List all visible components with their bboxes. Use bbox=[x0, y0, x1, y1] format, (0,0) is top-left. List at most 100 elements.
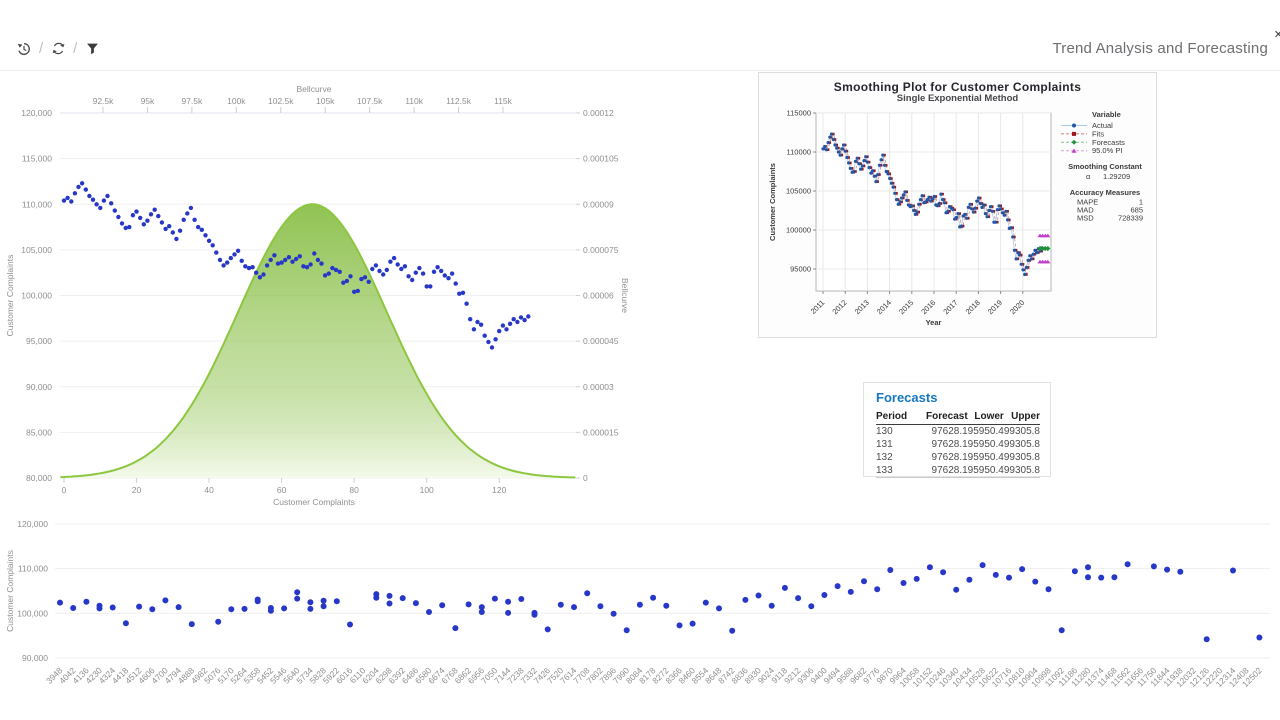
svg-text:95,000: 95,000 bbox=[26, 336, 52, 346]
bottom-scatter-chart[interactable]: 120,000 110,000 100,000 90,000 Customer Comp… bbox=[0, 505, 1280, 720]
svg-text:2017: 2017 bbox=[941, 298, 959, 316]
bottom-axes: 120,000 110,000 100,000 90,000 Customer Comp… bbox=[5, 519, 1264, 689]
smoothing-gridlines bbox=[813, 112, 1051, 294]
bottom-gridlines bbox=[55, 523, 1270, 659]
svg-text:100k: 100k bbox=[227, 96, 246, 106]
bottom-scatter-points[interactable] bbox=[57, 561, 1263, 643]
forecasts-cell: 95950.4 bbox=[967, 426, 1004, 437]
svg-text:728339: 728339 bbox=[1118, 214, 1143, 223]
svg-text:0.000075: 0.000075 bbox=[583, 245, 619, 255]
forecasts-title: Forecasts bbox=[876, 390, 938, 405]
svg-text:Bellcurve: Bellcurve bbox=[297, 84, 332, 94]
forecasts-cell: 99305.8 bbox=[1003, 439, 1040, 450]
svg-text:20: 20 bbox=[132, 485, 142, 495]
svg-text:40: 40 bbox=[204, 485, 214, 495]
svg-text:110,000: 110,000 bbox=[22, 199, 52, 209]
svg-text:2015: 2015 bbox=[897, 298, 915, 316]
svg-text:0.000015: 0.000015 bbox=[583, 427, 619, 437]
forecasts-cell: 99305.8 bbox=[1003, 452, 1040, 463]
svg-text:0: 0 bbox=[583, 473, 588, 483]
forecasts-cell: 95950.4 bbox=[967, 452, 1004, 463]
svg-text:Bellcurve: Bellcurve bbox=[620, 278, 630, 313]
forecasts-panel: Forecasts Period Forecast Lower Upper 130 976… bbox=[863, 382, 1051, 478]
toolbar-separator: / bbox=[39, 40, 44, 57]
svg-text:120,000: 120,000 bbox=[17, 519, 48, 529]
svg-text:92.5k: 92.5k bbox=[93, 96, 115, 106]
svg-text:MAPE: MAPE bbox=[1077, 198, 1098, 207]
forecasts-cell: 130 bbox=[876, 426, 893, 437]
history-icon[interactable] bbox=[16, 41, 32, 57]
svg-text:95k: 95k bbox=[141, 96, 155, 106]
header-divider bbox=[0, 70, 1280, 71]
top-axis: Bellcurve 92.5k 95k 97.5k 100k 102.5k 105k 107.… bbox=[93, 84, 513, 113]
forecasts-header-row: Period Forecast Lower Upper bbox=[876, 410, 1040, 425]
svg-text:102.5k: 102.5k bbox=[268, 96, 294, 106]
svg-text:2014: 2014 bbox=[875, 298, 893, 316]
svg-text:0.000045: 0.000045 bbox=[583, 336, 619, 346]
svg-text:2011: 2011 bbox=[809, 298, 827, 316]
svg-text:Customer Complaints: Customer Complaints bbox=[768, 163, 777, 241]
forecasts-cell: 132 bbox=[876, 452, 893, 463]
svg-text:Fits: Fits bbox=[1092, 129, 1104, 138]
right-axis: 0.00012 0.000105 0.00009 0.000075 0.00006 0.0… bbox=[576, 108, 630, 483]
svg-text:2019: 2019 bbox=[986, 298, 1004, 316]
forecasts-cell: 99305.8 bbox=[1003, 464, 1040, 478]
smoothing-plot-subtitle: Single Exponential Method bbox=[896, 93, 1019, 104]
forecasts-cell: 95950.4 bbox=[967, 464, 1004, 478]
smoothing-plot-title: Smoothing Plot for Customer Complaints bbox=[833, 80, 1082, 94]
svg-text:2020: 2020 bbox=[1008, 298, 1026, 316]
svg-text:100,000: 100,000 bbox=[21, 291, 52, 301]
svg-text:107.5k: 107.5k bbox=[357, 96, 383, 106]
svg-text:0.00009: 0.00009 bbox=[583, 199, 614, 209]
svg-text:80,000: 80,000 bbox=[26, 473, 52, 483]
svg-text:Actual: Actual bbox=[1092, 121, 1113, 130]
svg-text:100000: 100000 bbox=[786, 226, 811, 235]
svg-text:105k: 105k bbox=[316, 96, 335, 106]
svg-text:90,000: 90,000 bbox=[26, 382, 52, 392]
bottom-axis: 0 20 40 60 80 100 120 Customer Complaints bbox=[62, 478, 507, 507]
svg-text:120,000: 120,000 bbox=[21, 108, 52, 118]
svg-text:Forecasts: Forecasts bbox=[1092, 138, 1125, 147]
svg-text:95.0% PI: 95.0% PI bbox=[1092, 146, 1122, 155]
svg-text:0.00003: 0.00003 bbox=[583, 382, 614, 392]
smoothing-plot-chart[interactable]: 115000 110000 105000 100000 95000 2011 2012 201… bbox=[759, 73, 1156, 337]
actual-series bbox=[821, 132, 1044, 277]
toolbar: / / bbox=[16, 40, 100, 57]
svg-text:110,000: 110,000 bbox=[18, 564, 48, 574]
svg-text:110k: 110k bbox=[405, 96, 424, 106]
main-scatter-points[interactable] bbox=[61, 181, 531, 350]
svg-text:1.29209: 1.29209 bbox=[1103, 172, 1130, 181]
svg-text:60: 60 bbox=[277, 485, 287, 495]
svg-text:80: 80 bbox=[349, 485, 359, 495]
bellcurve-scatter-chart[interactable]: Bellcurve 92.5k 95k 97.5k 100k 102.5k 105k 107.… bbox=[0, 80, 640, 510]
forecasts-cell: 99305.8 bbox=[1003, 426, 1040, 437]
svg-text:0.000105: 0.000105 bbox=[583, 154, 619, 164]
svg-text:95000: 95000 bbox=[790, 265, 811, 274]
forecasts-row: 131 97628.1 95950.4 99305.8 bbox=[876, 438, 1040, 451]
svg-text:105,000: 105,000 bbox=[21, 245, 52, 255]
forecasts-table: Period Forecast Lower Upper 130 97628.1 95950.… bbox=[876, 410, 1040, 478]
svg-text:α: α bbox=[1086, 172, 1091, 181]
forecasts-cell: 131 bbox=[876, 439, 893, 450]
svg-text:110000: 110000 bbox=[787, 148, 811, 157]
refresh-icon[interactable] bbox=[50, 41, 66, 57]
forecasts-cell: 133 bbox=[876, 464, 923, 478]
close-icon[interactable]: ✕ bbox=[1273, 29, 1280, 41]
svg-text:2018: 2018 bbox=[964, 298, 982, 316]
svg-text:97.5k: 97.5k bbox=[181, 96, 203, 106]
svg-text:115k: 115k bbox=[494, 96, 513, 106]
toolbar-separator: / bbox=[73, 40, 78, 57]
svg-text:105000: 105000 bbox=[786, 187, 811, 196]
forecasts-column-header: Upper bbox=[1003, 410, 1040, 425]
svg-text:0: 0 bbox=[62, 485, 67, 495]
svg-text:85,000: 85,000 bbox=[26, 427, 52, 437]
svg-text:0.00006: 0.00006 bbox=[583, 291, 614, 301]
svg-text:115000: 115000 bbox=[787, 109, 811, 118]
filter-icon[interactable] bbox=[84, 41, 100, 57]
svg-text:90,000: 90,000 bbox=[22, 653, 48, 663]
svg-text:Customer Complaints: Customer Complaints bbox=[5, 550, 15, 632]
svg-text:Customer Complaints: Customer Complaints bbox=[273, 497, 355, 507]
svg-text:100: 100 bbox=[420, 485, 434, 495]
